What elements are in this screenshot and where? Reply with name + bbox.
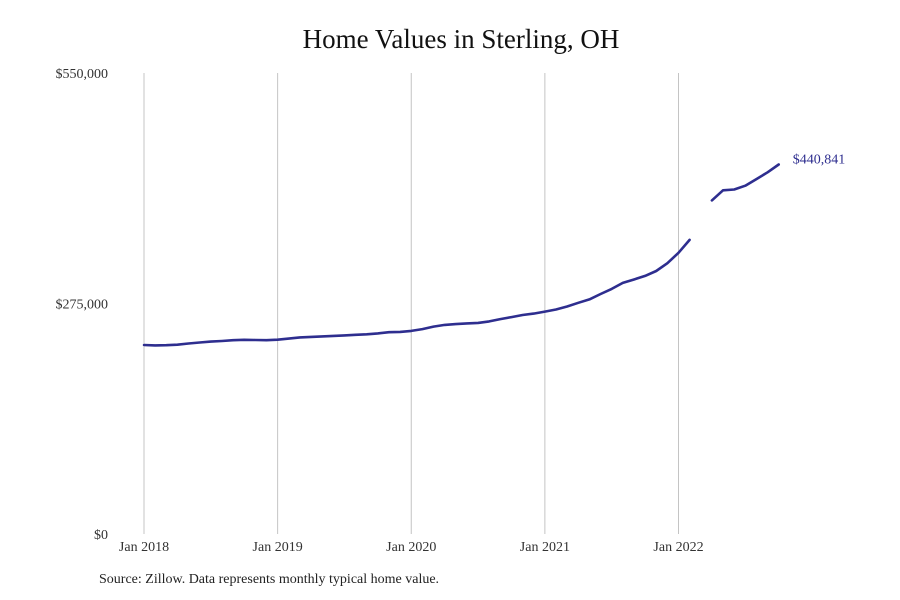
y-tick-label: $275,000	[56, 298, 109, 313]
x-tick-label: Jan 2022	[653, 540, 703, 555]
source-note: Source: Zillow. Data represents monthly …	[99, 572, 440, 587]
chart-title: Home Values in Sterling, OH	[302, 24, 620, 54]
series-line-segment	[142, 238, 691, 347]
x-tick-label: Jan 2018	[119, 540, 169, 555]
series-lines	[142, 163, 781, 347]
x-tick-label: Jan 2020	[386, 540, 436, 555]
x-tick-label: Jan 2019	[253, 540, 303, 555]
axis-labels: Jan 2018 Jan 2019 Jan 2020 Jan 2021 Jan 2022…	[56, 67, 704, 555]
end-value-label: $440,841	[793, 152, 846, 167]
y-tick-label: $550,000	[56, 67, 109, 82]
y-tick-label: $0	[94, 528, 108, 543]
gridlines	[143, 73, 679, 534]
series-line-segment	[710, 163, 781, 202]
data-labels: $440,841	[793, 152, 846, 167]
x-tick-label: Jan 2021	[520, 540, 570, 555]
